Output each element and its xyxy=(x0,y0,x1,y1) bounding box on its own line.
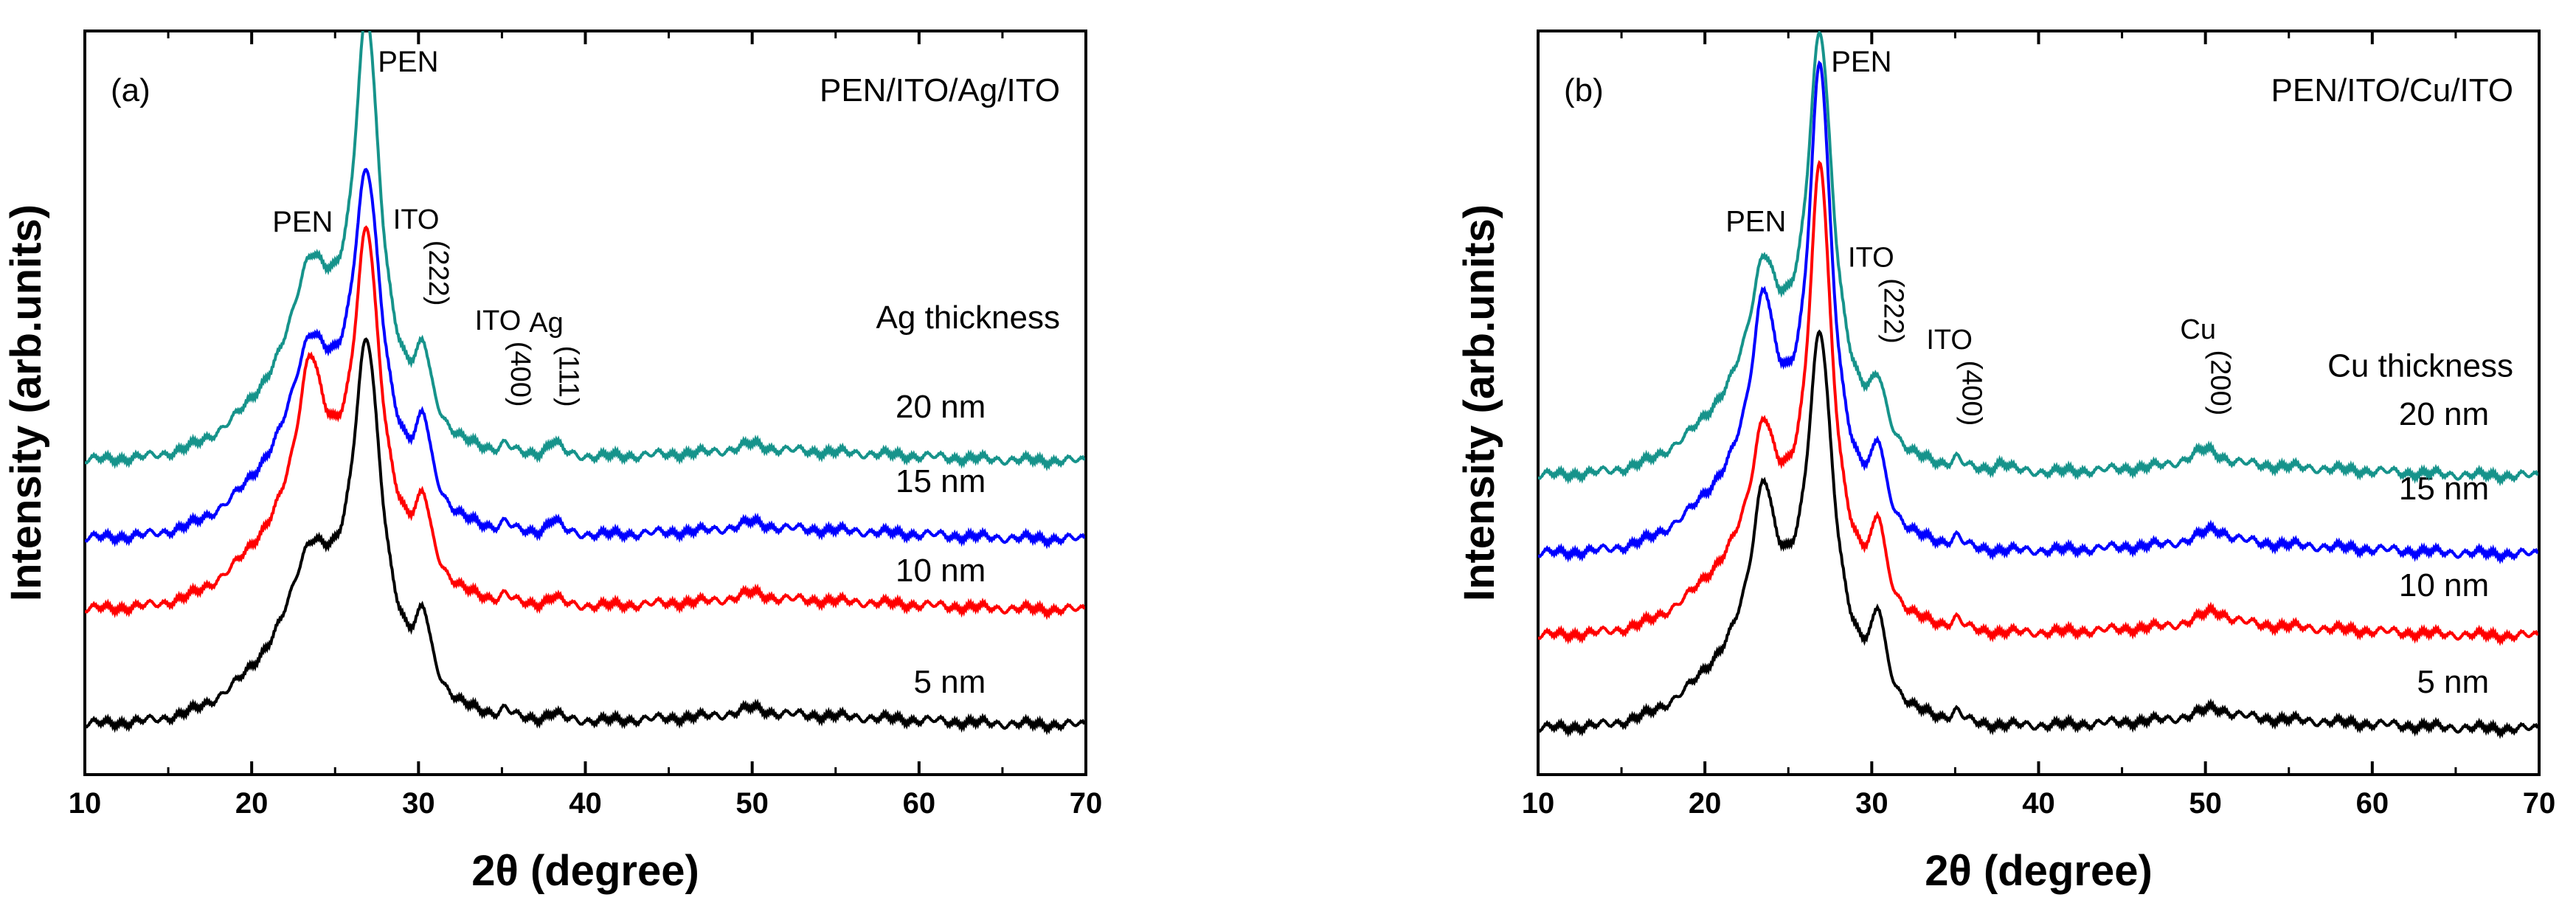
peak-annotation: ITO xyxy=(1926,325,1973,356)
x-axis-title: 2θ (degree) xyxy=(471,847,699,895)
plot-frame xyxy=(1537,30,2541,776)
series-label: 5 nm xyxy=(913,664,986,700)
peak-annotation: PEN xyxy=(1831,46,1891,78)
peak-annotation-index: (400) xyxy=(505,342,536,407)
x-axis-title: 2θ (degree) xyxy=(1925,847,2153,895)
panel-title: PEN/ITO/Ag/ITO xyxy=(820,72,1060,108)
x-tick-label: 20 xyxy=(235,787,269,820)
peak-annotation: PEN xyxy=(378,46,438,78)
peak-annotation: Cu xyxy=(2180,314,2216,345)
peak-annotation: Ag xyxy=(529,308,563,339)
series-line-5nm xyxy=(85,337,1086,736)
peak-annotation-index: (111) xyxy=(553,346,584,407)
x-tick-label: 30 xyxy=(1855,787,1888,820)
x-tick-label: 60 xyxy=(903,787,936,820)
series-line-15nm xyxy=(1538,60,2539,565)
series-label: 20 nm xyxy=(2399,396,2489,432)
series-line-15nm xyxy=(85,167,1086,550)
series-label: 10 nm xyxy=(896,553,986,589)
series-line-5nm xyxy=(1538,329,2539,739)
x-tick-label: 40 xyxy=(2022,787,2055,820)
x-tick-label: 50 xyxy=(735,787,769,820)
x-tick-label: 50 xyxy=(2189,787,2222,820)
series-label: 10 nm xyxy=(2399,567,2489,603)
peak-annotation-index: (222) xyxy=(1877,278,1908,344)
x-tick-label: 70 xyxy=(2523,787,2556,820)
x-tick-label: 20 xyxy=(1689,787,1722,820)
peak-annotation-index: (200) xyxy=(2205,350,2236,416)
series-line-10nm xyxy=(85,225,1086,620)
peak-annotation: PEN xyxy=(1725,205,1786,238)
series-line-20nm xyxy=(85,31,1086,471)
panel-a: 10 20 30 40 50 60 70 2θ (degree) Intensity (arb.… xyxy=(2,30,1103,895)
panel-label: (a) xyxy=(111,72,150,108)
x-tick-label: 30 xyxy=(402,787,435,820)
y-axis-title: Intensity (arb.units) xyxy=(2,204,50,601)
series-label: 15 nm xyxy=(896,463,986,499)
y-axis-title: Intensity (arb.units) xyxy=(1455,204,1503,601)
peak-annotation: ITO xyxy=(393,204,440,235)
x-tick-label: 10 xyxy=(69,787,102,820)
panel-title: PEN/ITO/Cu/ITO xyxy=(2271,72,2513,108)
peak-annotation: ITO xyxy=(475,305,522,336)
series-line-20nm xyxy=(1538,31,2539,487)
peak-annotation: ITO xyxy=(1848,242,1894,273)
series-label: 20 nm xyxy=(896,389,986,425)
peak-annotation-index: (222) xyxy=(423,241,454,306)
series-label: 5 nm xyxy=(2417,664,2489,700)
peak-annotation-index: (400) xyxy=(1956,361,1987,426)
series-line-10nm xyxy=(1538,159,2539,647)
legend-title: Ag thickness xyxy=(876,300,1060,336)
x-tick-label: 10 xyxy=(1522,787,1555,820)
x-tick-label: 40 xyxy=(569,787,602,820)
legend-title: Cu thickness xyxy=(2327,348,2513,384)
peak-annotation: PEN xyxy=(272,206,333,238)
panel-label: (b) xyxy=(1564,72,1604,108)
x-tick-label: 70 xyxy=(1070,787,1103,820)
x-tick-label: 60 xyxy=(2356,787,2389,820)
panel-b: 10 20 30 40 50 60 70 2θ (degree) Intensity (arb.… xyxy=(1455,30,2556,895)
